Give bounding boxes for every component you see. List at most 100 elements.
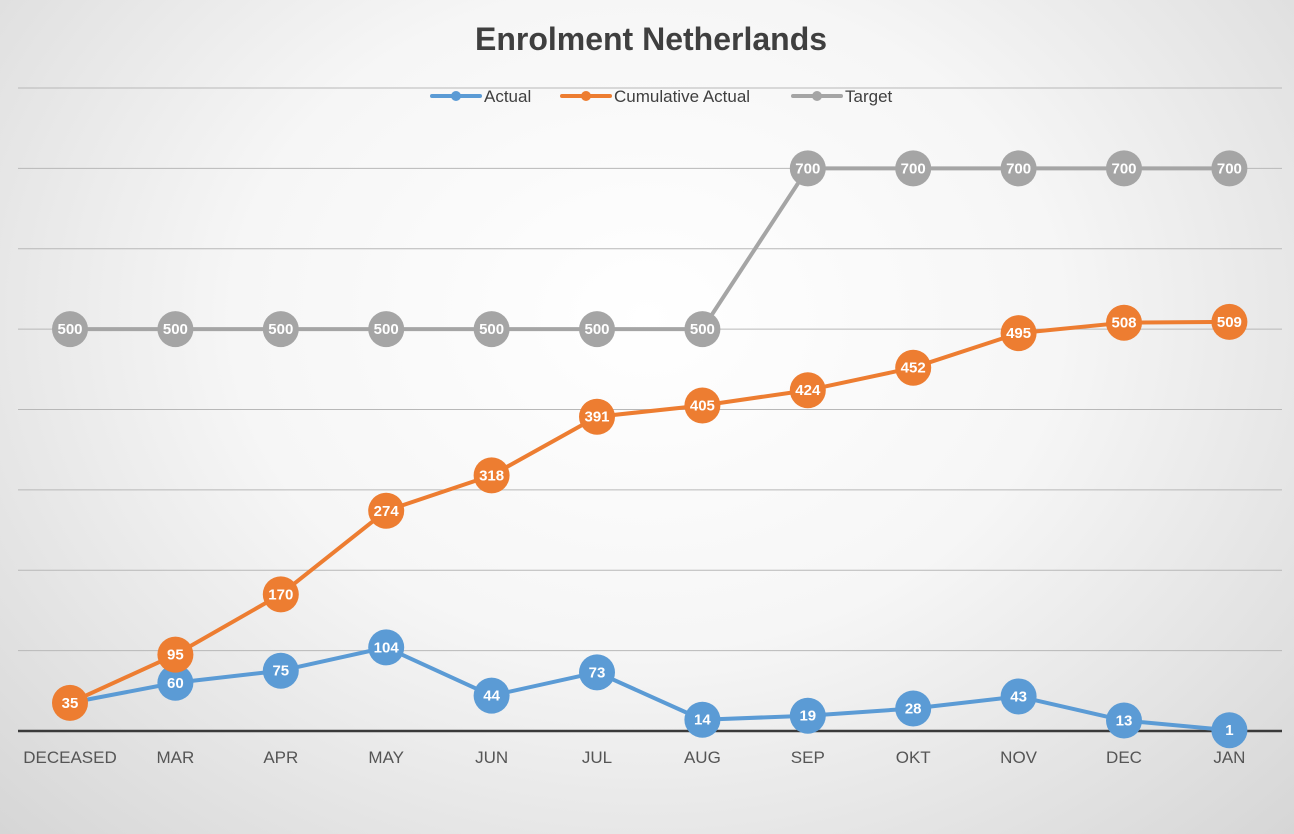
data-point [1211,303,1248,340]
data-label: 700 [1217,160,1242,177]
data-point [157,664,194,701]
data-label: 700 [901,160,926,177]
data-label: 495 [1006,325,1031,342]
legend-label: Target [845,87,893,106]
data-point [1211,712,1248,749]
x-tick-label: JUN [475,748,508,767]
x-tick-label: JAN [1213,748,1245,767]
data-label: 274 [374,503,400,520]
x-tick-label: MAR [157,748,195,767]
data-point [789,697,826,734]
legend-item: Actual [430,87,531,106]
data-point [1211,150,1248,187]
data-point [473,677,510,714]
data-point [895,150,932,187]
data-label: 700 [1006,160,1031,177]
data-point [1000,678,1037,715]
x-tick-label: NOV [1000,748,1038,767]
data-label: 452 [901,360,926,377]
data-label: 28 [905,700,922,717]
data-point [684,701,721,738]
data-label: 391 [584,409,609,426]
data-point [368,311,405,348]
legend-item: Cumulative Actual [560,87,750,106]
data-point [157,311,194,348]
x-tick-label: JUL [582,748,612,767]
x-tick-label: DEC [1106,748,1142,767]
series-markers-actual: 60 75 104 44 73 14 19 28 43 13 1 [65,629,1248,749]
data-label: 73 [589,664,606,681]
data-point [157,636,194,673]
data-point [473,311,510,348]
series-markers-cumulative-actual: 35 95 170 274 318 391 405 424 452 495 508 509 [52,303,1248,721]
data-point [473,457,510,494]
data-label: 500 [57,321,82,338]
data-label: 700 [795,160,820,177]
data-label: 43 [1010,688,1027,705]
x-tick-label: OKT [896,748,931,767]
data-point [1000,315,1037,352]
legend: Actual Cumulative Actual Target [430,87,893,106]
data-point [52,311,88,348]
data-point [1106,150,1142,187]
data-point [262,576,299,613]
x-tick-label: MAY [368,748,404,767]
data-label: 500 [268,321,293,338]
data-label: 500 [374,321,399,338]
data-label: 500 [690,321,715,338]
data-label: 170 [268,586,293,603]
data-point [1106,702,1142,739]
data-point [579,311,615,348]
data-point [684,311,721,348]
data-label: 500 [479,321,504,338]
data-point [1000,150,1037,187]
data-label: 75 [272,663,289,680]
series-markers-target: 500 500 500 500 500 500 500 700 700 700 700 700 [52,150,1248,348]
data-label: 1 [1225,722,1233,739]
data-label: 95 [167,647,184,664]
data-point [895,690,932,727]
legend-swatch-marker [581,91,591,101]
series-line-actual [68,645,1232,733]
legend-label: Cumulative Actual [614,87,750,106]
data-point [895,349,932,386]
data-point [1106,304,1142,341]
data-point [52,684,88,721]
data-point [262,311,299,348]
data-label: 500 [163,321,188,338]
x-tick-label: DECEASED [23,748,117,767]
data-label: 318 [479,467,504,484]
data-label: 13 [1116,713,1133,730]
data-label: 500 [584,321,609,338]
data-label: 14 [694,712,711,729]
data-point [579,398,615,435]
data-label: 104 [374,639,400,656]
data-label: 424 [795,382,821,399]
data-point [789,372,826,409]
series-points: 60 75 104 44 73 14 19 28 43 13 1 35 95 170 274 318 391 40… [52,150,1248,749]
data-point [262,652,299,689]
data-point [789,150,826,187]
data-point [368,629,405,666]
series-line-cumulative-actual [68,319,1232,705]
x-tick-label: AUG [684,748,721,767]
series-lines [68,166,1232,733]
legend-label: Actual [484,87,531,106]
legend-swatch-marker [812,91,822,101]
data-label: 60 [167,675,184,692]
data-label: 405 [690,397,715,414]
data-point [684,387,721,424]
x-tick-label: APR [263,748,298,767]
data-label: 508 [1111,315,1136,332]
data-point [579,654,615,691]
data-label: 44 [483,688,500,705]
x-tick-label: SEP [791,748,825,767]
legend-swatch-marker [451,91,461,101]
data-label: 509 [1217,314,1242,331]
data-label: 35 [62,695,79,712]
data-label: 19 [799,708,816,725]
x-axis-tick-labels: DECEASED MAR APR MAY JUN JUL AUG SEP OKT NOV DEC JA… [23,748,1245,767]
legend-item: Target [791,87,893,106]
chart-title: Enrolment Netherlands [475,21,827,57]
